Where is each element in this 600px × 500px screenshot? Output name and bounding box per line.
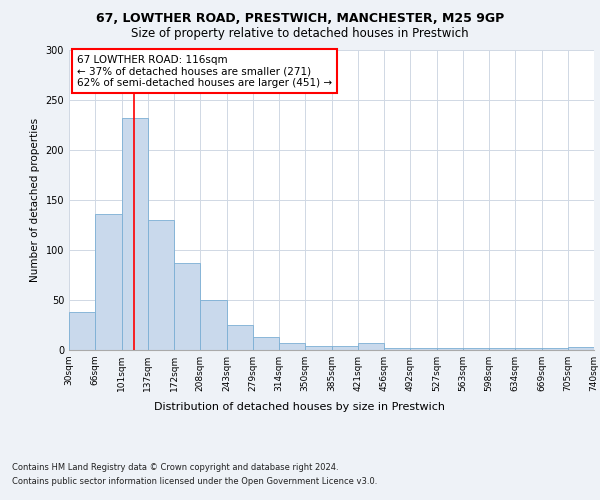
Y-axis label: Number of detached properties: Number of detached properties (30, 118, 40, 282)
Bar (384, 348, 410, 350)
Text: Contains public sector information licensed under the Open Government Licence v3: Contains public sector information licen… (12, 478, 377, 486)
Text: Distribution of detached houses by size in Prestwich: Distribution of detached houses by size … (155, 402, 445, 412)
Bar (253, 337, 279, 350)
Text: Contains HM Land Registry data © Crown copyright and database right 2024.: Contains HM Land Registry data © Crown c… (12, 462, 338, 471)
Bar (305, 346, 331, 350)
Bar (95, 214, 121, 350)
Bar (568, 347, 594, 350)
Bar (148, 220, 174, 350)
Text: 67 LOWTHER ROAD: 116sqm
← 37% of detached houses are smaller (271)
62% of semi-d: 67 LOWTHER ROAD: 116sqm ← 37% of detache… (77, 54, 332, 88)
Bar (358, 343, 384, 350)
Bar (279, 343, 305, 350)
Bar (331, 346, 358, 350)
Bar (200, 300, 227, 350)
Bar (437, 348, 463, 350)
Bar (410, 348, 437, 350)
Bar (542, 348, 568, 350)
Bar (69, 312, 95, 350)
Bar (463, 348, 489, 350)
Bar (515, 348, 542, 350)
Bar (174, 263, 200, 350)
Bar (489, 348, 515, 350)
Bar (121, 118, 148, 350)
Text: Size of property relative to detached houses in Prestwich: Size of property relative to detached ho… (131, 28, 469, 40)
Text: 67, LOWTHER ROAD, PRESTWICH, MANCHESTER, M25 9GP: 67, LOWTHER ROAD, PRESTWICH, MANCHESTER,… (96, 12, 504, 26)
Bar (227, 325, 253, 350)
